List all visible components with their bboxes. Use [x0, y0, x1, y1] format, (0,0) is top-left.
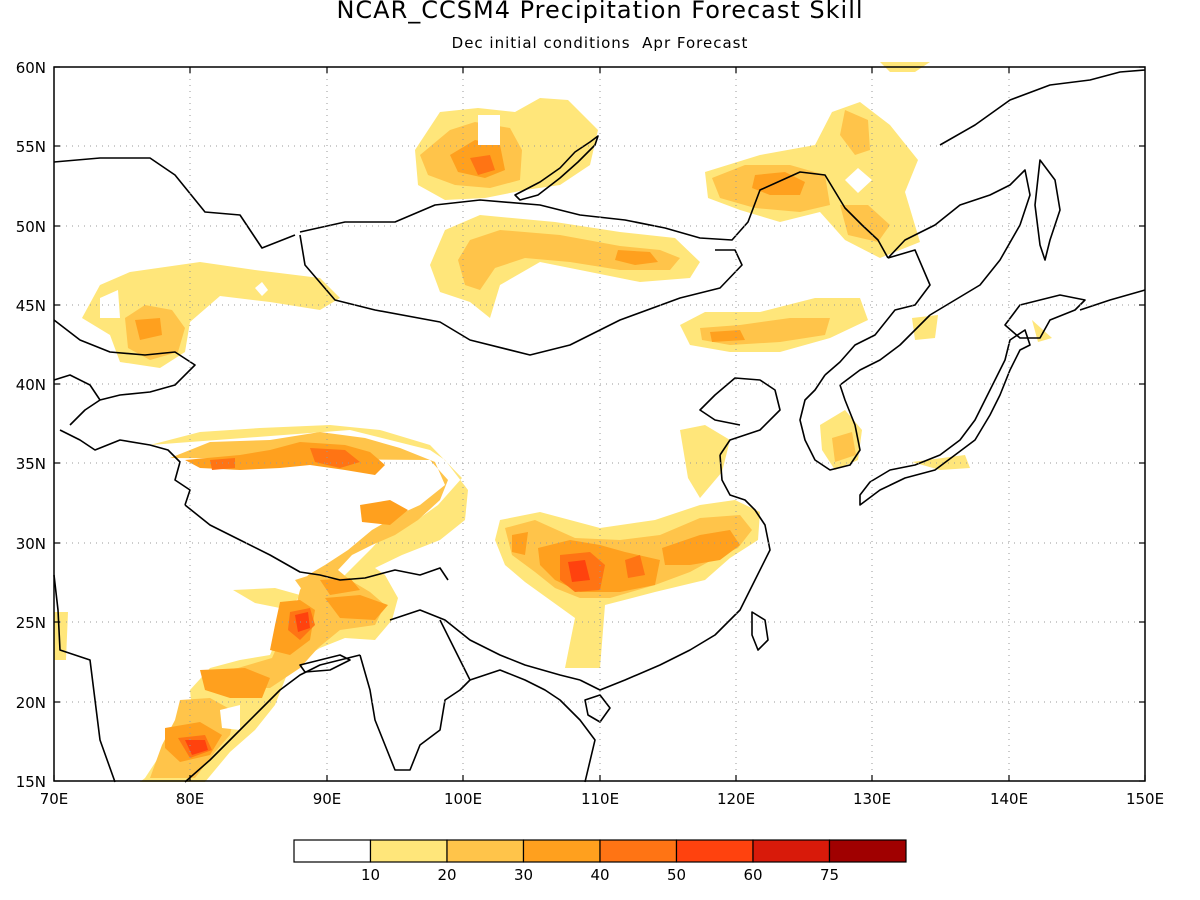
lon-label: 140E	[990, 790, 1028, 808]
map-title: NCAR_CCSM4 Precipitation Forecast Skill	[336, 0, 864, 24]
lat-label: 50N	[16, 218, 46, 236]
colorbar-label: 20	[437, 866, 456, 884]
colorbar-swatch	[522, 839, 601, 863]
lon-label: 80E	[176, 790, 205, 808]
colorbar-label: 10	[361, 866, 380, 884]
lon-label: 150E	[1126, 790, 1164, 808]
lat-label: 25N	[16, 614, 46, 632]
lat-label: 20N	[16, 694, 46, 712]
lon-axis: 70E 80E 90E 100E 110E 120E 130E 140E 150…	[40, 67, 1164, 808]
map-subtitle: Dec initial conditions Apr Forecast	[451, 34, 749, 52]
lon-label: 130E	[853, 790, 891, 808]
colorbar-swatch	[293, 839, 372, 863]
lat-label: 30N	[16, 535, 46, 553]
colorbar-swatch	[599, 839, 678, 863]
skill-contours	[54, 62, 1052, 782]
colorbar-swatch	[369, 839, 448, 863]
lat-label: 40N	[16, 376, 46, 394]
lat-label: 35N	[16, 455, 46, 473]
lon-label: 120E	[717, 790, 755, 808]
lon-label: 90E	[313, 790, 342, 808]
colorbar-label: 75	[820, 866, 839, 884]
colorbar-label: 60	[743, 866, 762, 884]
colorbar: 10 20 30 40 50 60 75	[293, 839, 907, 884]
colorbar-label: 50	[667, 866, 686, 884]
lon-label: 70E	[40, 790, 69, 808]
lat-axis: 15N 20N 25N 30N 35N 40N 45N 50N 55N 60N	[16, 59, 1145, 791]
colorbar-swatch	[675, 839, 754, 863]
colorbar-swatch	[752, 839, 831, 863]
colorbar-label: 40	[590, 866, 609, 884]
colorbar-swatch	[828, 839, 907, 863]
lat-label: 15N	[16, 773, 46, 791]
colorbar-swatch	[446, 839, 525, 863]
lon-label: 100E	[444, 790, 482, 808]
colorbar-label: 30	[514, 866, 533, 884]
lat-label: 55N	[16, 138, 46, 156]
gridlines	[54, 67, 1145, 781]
lat-label: 60N	[16, 59, 46, 77]
lat-label: 45N	[16, 297, 46, 315]
lon-label: 110E	[581, 790, 619, 808]
